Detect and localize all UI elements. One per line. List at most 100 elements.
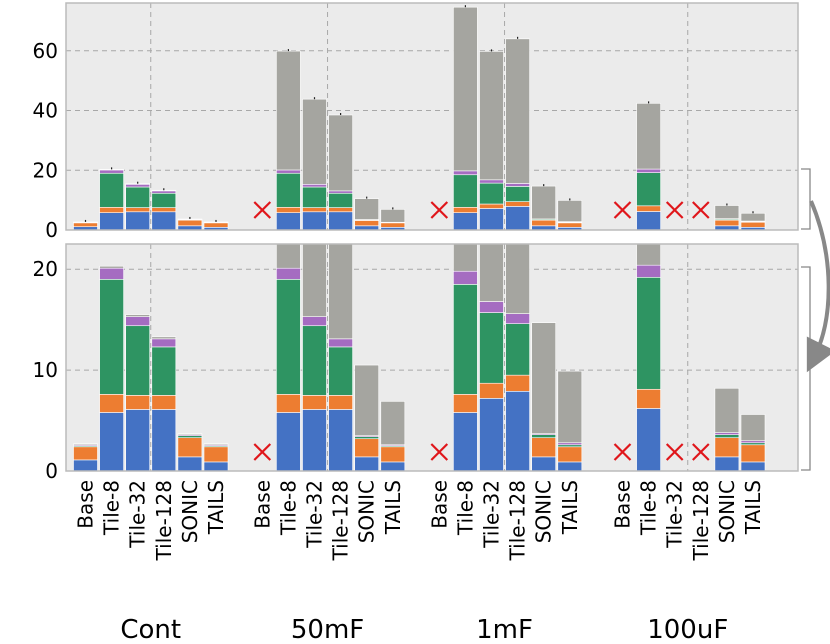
bar-segment: [740, 212, 766, 222]
x-category-label: Tile-8: [453, 480, 477, 536]
bar-segment: [636, 103, 661, 170]
x-category-label: SONIC: [715, 480, 739, 543]
bottom-panel-grid: [66, 244, 798, 471]
bar-segment: [505, 313, 530, 325]
bar-segment: [328, 114, 353, 192]
bar-segment: [73, 222, 98, 228]
x-category-label: Tile-128: [152, 480, 176, 561]
x-category-label: Tile-8: [100, 480, 124, 536]
x-category-label: Tile-8: [637, 480, 661, 536]
failure-x-marker: [665, 201, 684, 219]
bar-segment: [505, 390, 530, 471]
bar-segment: [479, 203, 504, 209]
failure-x-marker: [613, 201, 632, 219]
bar-segment: [505, 183, 530, 187]
bar-segment: [276, 279, 301, 395]
bar-segment: [276, 172, 301, 208]
bar-segment: [99, 412, 124, 471]
failure-x-marker: [253, 201, 272, 219]
bar-segment: [203, 461, 229, 471]
bar-segment: [380, 209, 406, 223]
bar-segment: [203, 443, 229, 446]
bar-segment: [557, 200, 583, 222]
bar-segment: [479, 244, 504, 302]
bar-segment: [177, 433, 203, 435]
x-category-label: Tile-128: [506, 480, 530, 561]
bar-segment: [99, 169, 124, 171]
bar-segment: [151, 409, 177, 471]
bar-segment: [714, 456, 740, 471]
y-tick-label: 60: [33, 39, 58, 63]
failure-x-marker: [253, 443, 272, 461]
bar-segment: [328, 211, 353, 230]
bar-segment: [151, 207, 177, 213]
bar-segment: [302, 186, 327, 208]
bar-segment: [557, 442, 583, 446]
bar-segment: [276, 169, 301, 174]
group-label: 1mF: [476, 615, 533, 644]
bar-segment: [557, 444, 583, 448]
bar-segment: [531, 322, 557, 434]
bar-segment: [125, 211, 150, 230]
bar-segment: [328, 338, 353, 348]
top-panel-background: [66, 3, 798, 230]
bar-segment: [328, 244, 353, 340]
bar-segment: [740, 442, 766, 446]
y-tick-label: 20: [33, 257, 58, 281]
x-category-label: Tile-32: [126, 480, 150, 549]
bar-segment: [99, 212, 124, 230]
bar-segment: [354, 438, 380, 458]
bar-segment: [714, 219, 740, 227]
group-label: Cont: [120, 615, 181, 644]
bar-segment: [125, 316, 150, 327]
bar-segment: [276, 244, 301, 269]
bar-segment: [714, 205, 740, 219]
failure-x-marker: [692, 443, 710, 461]
bar-segment: [531, 219, 557, 227]
bar-segment: [740, 444, 766, 463]
x-category-label: TAILS: [741, 480, 765, 535]
bar-segment: [740, 221, 766, 228]
bar-segment: [328, 409, 353, 471]
bar-segment: [557, 446, 583, 463]
bar-segment: [99, 267, 124, 280]
bar-segment: [99, 172, 124, 208]
bar-segment: [380, 461, 406, 471]
bar-segment: [328, 192, 353, 208]
bar-segment: [151, 395, 177, 410]
bar-segment: [453, 394, 478, 413]
bar-segment: [125, 325, 150, 396]
x-category-label: SONIC: [178, 480, 202, 543]
bar-segment: [479, 182, 504, 205]
bar-segment: [354, 436, 380, 440]
bar-segment: [714, 437, 740, 458]
bar-segment: [177, 437, 203, 458]
bar-segment: [479, 179, 504, 184]
bar-segment: [99, 207, 124, 213]
bar-segment: [380, 401, 406, 446]
bar-segment: [531, 434, 557, 439]
bottom-panel-bars: [73, 244, 766, 471]
bar-segment: [505, 201, 530, 207]
bar-segment: [479, 398, 504, 471]
bar-segment: [151, 189, 177, 192]
x-category-label: Tile-8: [276, 480, 300, 536]
bar-segment: [636, 264, 661, 278]
bar-segment: [151, 190, 177, 194]
bar-segment: [177, 456, 203, 471]
failure-x-marker: [613, 443, 632, 461]
bar-segment: [714, 387, 740, 433]
bar-segment: [276, 412, 301, 471]
bar-segment: [125, 186, 150, 208]
bar-segment: [151, 338, 177, 348]
bar-segment: [453, 212, 478, 230]
zoom-bracket-bottom: [801, 266, 811, 471]
bar-segment: [302, 316, 327, 327]
top-panel-frame: [65, 2, 799, 231]
bar-segment: [151, 336, 177, 340]
bar-segment: [302, 211, 327, 230]
bar-segment: [302, 244, 327, 317]
group-labels: Cont 50mF 1mF 100uF: [120, 615, 728, 644]
x-category-label: Base: [250, 480, 274, 529]
bar-segment: [73, 443, 98, 446]
